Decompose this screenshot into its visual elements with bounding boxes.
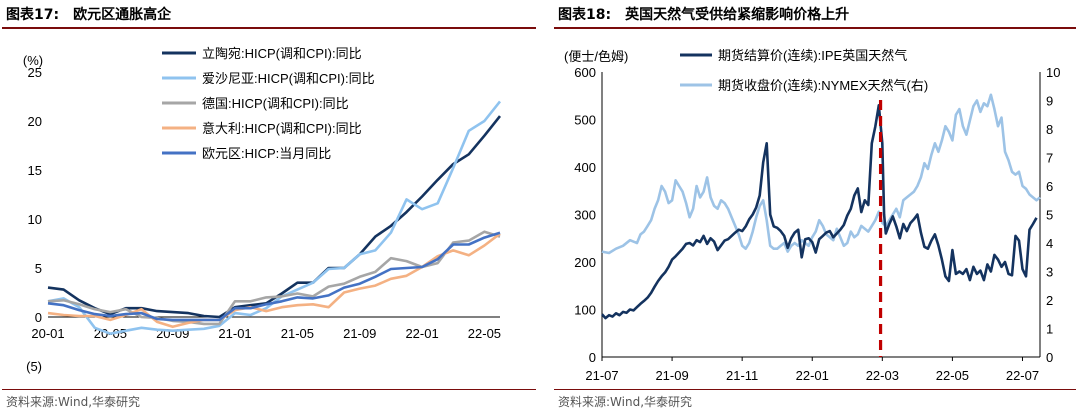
y2-tick-label: 0 bbox=[1046, 350, 1053, 365]
x-tick-label: 22-07 bbox=[1006, 368, 1039, 383]
title-rule bbox=[554, 27, 1076, 29]
y-tick-label: 500 bbox=[574, 113, 596, 128]
x-tick-label: 21-11 bbox=[726, 368, 758, 383]
title-rule bbox=[2, 27, 536, 29]
y-tick-label: 600 bbox=[574, 65, 596, 80]
y2-tick-label: 9 bbox=[1046, 94, 1053, 109]
x-tick-label: 21-09 bbox=[343, 326, 376, 341]
y-tick-label: 20 bbox=[28, 114, 42, 129]
y-axis-unit: (%) bbox=[23, 53, 43, 68]
legend-label: 欧元区:HICP:当月同比 bbox=[202, 146, 331, 161]
legend-label: 爱沙尼亚:HICP(调和CPI):同比 bbox=[202, 71, 375, 86]
x-tick-label: 20-01 bbox=[31, 326, 64, 341]
figure-title-text: 英国天然气受供给紧缩影响价格上升 bbox=[625, 7, 850, 23]
x-tick-label: 21-09 bbox=[655, 368, 688, 383]
line-series-1 bbox=[601, 104, 1038, 320]
y-tick-label: (5) bbox=[26, 359, 42, 374]
x-tick-label: 22-05 bbox=[468, 326, 501, 341]
y-axis-unit: (便士/色姆) bbox=[564, 49, 628, 64]
source-note: 资料来源:Wind,华泰研究 bbox=[6, 395, 141, 409]
bottom-rule bbox=[554, 389, 1076, 390]
figure-number: 图表18: bbox=[558, 7, 612, 23]
y-tick-label: 200 bbox=[574, 255, 596, 270]
y2-tick-label: 5 bbox=[1046, 208, 1053, 223]
source-note: 资料来源:Wind,华泰研究 bbox=[558, 395, 693, 409]
x-tick-label: 22-01 bbox=[405, 326, 438, 341]
legend-label: 立陶宛:HICP(调和CPI):同比 bbox=[202, 46, 362, 61]
legend-label: 期货收盘价(连续):NYMEX天然气(右) bbox=[718, 78, 928, 93]
y2-tick-label: 2 bbox=[1046, 293, 1053, 308]
panel-left-chart: 图表17: 欧元区通胀高企 (%) 25 20 15 10 5 0 (5) 20-01 20-05 2… bbox=[2, 4, 536, 409]
y-tick-label: 0 bbox=[35, 310, 42, 325]
y-tick-label: 400 bbox=[574, 160, 596, 175]
figure-number: 图表17: bbox=[6, 7, 60, 23]
y2-tick-label: 3 bbox=[1046, 265, 1053, 280]
figure-title: 图表18: 英国天然气受供给紧缩影响价格上升 bbox=[558, 4, 849, 24]
x-tick-label: 20-09 bbox=[156, 326, 189, 341]
y2-tick-label: 4 bbox=[1046, 236, 1053, 251]
figure-title: 图表17: 欧元区通胀高企 bbox=[6, 4, 171, 24]
legend-label: 意大利:HICP(调和CPI):同比 bbox=[202, 121, 362, 136]
y-tick-label: 10 bbox=[28, 212, 42, 227]
y-tick-label: 0 bbox=[589, 350, 596, 365]
x-tick-label: 22-03 bbox=[866, 368, 899, 383]
y-tick-label: 300 bbox=[574, 208, 596, 223]
y-tick-label: 15 bbox=[28, 163, 42, 178]
x-tick-label: 21-05 bbox=[281, 326, 314, 341]
y2-tick-label: 7 bbox=[1046, 151, 1053, 166]
x-tick-label: 21-07 bbox=[585, 368, 618, 383]
x-tick-label: 22-01 bbox=[796, 368, 829, 383]
line-series-2 bbox=[601, 93, 1041, 255]
x-tick-label: 22-05 bbox=[936, 368, 969, 383]
panel-right-chart: 图表18: 英国天然气受供给紧缩影响价格上升 (便士/色姆) 0 100 200 300 4… bbox=[552, 0, 1080, 416]
y2-tick-label: 8 bbox=[1046, 122, 1053, 137]
line-series-5 bbox=[47, 231, 501, 322]
y-tick-label: 5 bbox=[35, 261, 42, 276]
figure-title-text: 欧元区通胀高企 bbox=[73, 7, 172, 23]
y2-tick-label: 6 bbox=[1046, 179, 1053, 194]
y2-tick-label: 10 bbox=[1046, 65, 1060, 80]
y-tick-label: 25 bbox=[28, 65, 42, 80]
right-chart-svg: (便士/色姆) 0 100 200 300 400 500 600 0 1 2 3 4 5 6 7 8 9 10 21… bbox=[564, 48, 1060, 383]
legend-label: 德国:HICP(调和CPI):同比 bbox=[202, 96, 349, 111]
y2-tick-label: 1 bbox=[1046, 322, 1053, 337]
legend-label: 期货结算价(连续):IPE英国天然气 bbox=[718, 48, 907, 63]
x-tick-label: 21-01 bbox=[218, 326, 251, 341]
y-tick-label: 100 bbox=[574, 303, 596, 318]
bottom-rule bbox=[2, 389, 536, 390]
